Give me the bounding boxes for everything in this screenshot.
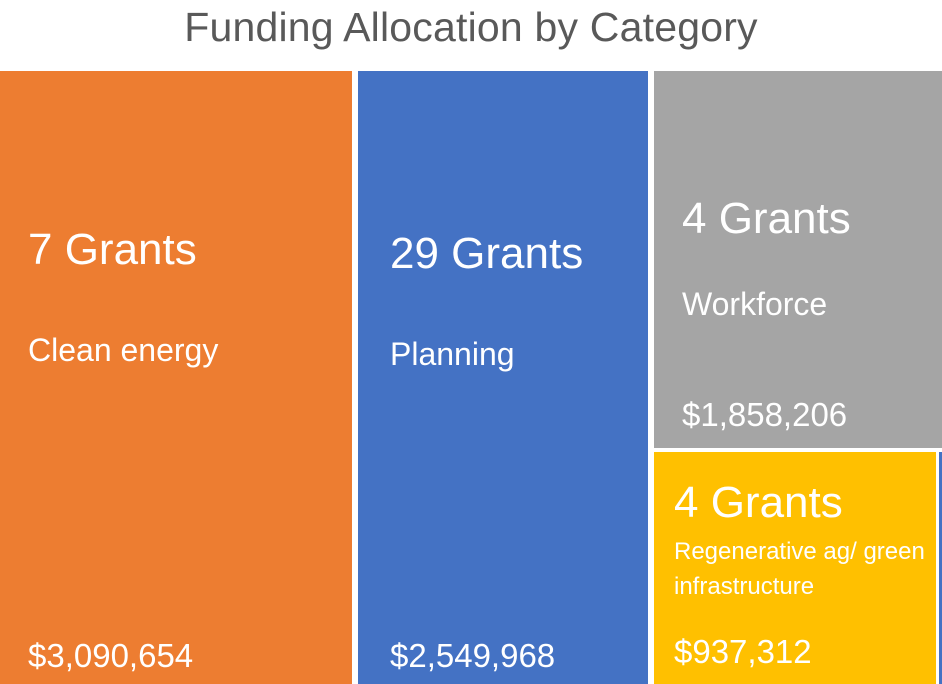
treemap-tile-regenerative-ag: 4 Grants Regenerative ag/ green infrastr… [654, 452, 936, 684]
tile-category-label: Workforce [682, 286, 828, 322]
tile-grant-count: 4 Grants [682, 194, 851, 243]
treemap-tile-planning: 29 Grants Planning $2,549,968 [358, 71, 648, 684]
tile-grant-count: 4 Grants [674, 478, 843, 527]
tile-category-label: Clean energy [28, 332, 219, 368]
tile-grant-count: 7 Grants [28, 225, 197, 274]
tile-amount: $937,312 [674, 633, 812, 670]
treemap-tile-sliver [939, 452, 942, 684]
tile-amount: $3,090,654 [28, 637, 194, 674]
tile-category-label: Regenerative ag/ green infrastructure [674, 538, 925, 600]
treemap-tile-clean-energy: 7 Grants Clean energy $3,090,654 [0, 71, 352, 684]
treemap-tile-workforce: 4 Grants Workforce $1,858,206 [654, 71, 942, 448]
tile-category-label: Planning [390, 336, 515, 372]
tile-amount: $1,858,206 [682, 396, 848, 433]
tile-amount: $2,549,968 [390, 637, 556, 674]
tile-grant-count: 29 Grants [390, 229, 584, 278]
chart-title: Funding Allocation by Category [184, 4, 758, 50]
